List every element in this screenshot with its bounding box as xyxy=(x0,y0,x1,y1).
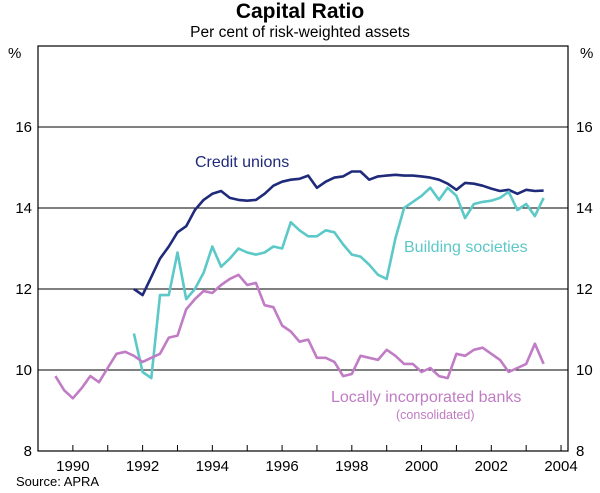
y-tick-left-14: 14 xyxy=(15,200,32,217)
source-note: Source: APRA xyxy=(16,474,100,489)
y-tick-right-14: 14 xyxy=(576,200,593,217)
gridlines xyxy=(38,126,568,371)
y-tick-left-10: 10 xyxy=(15,362,32,379)
x-tick-2004: 2004 xyxy=(544,458,577,475)
y-tick-right-10: 10 xyxy=(576,362,593,379)
y-tick-right-12: 12 xyxy=(576,281,593,298)
series-line-building-societies xyxy=(132,186,545,380)
x-tick-2002: 2002 xyxy=(475,458,508,475)
series-label-credit-unions: Credit unions xyxy=(195,154,289,171)
series-line-credit-unions xyxy=(133,170,544,297)
series-line-locally-incorporated-banks xyxy=(54,273,545,400)
y-tick-right-8: 8 xyxy=(576,443,584,460)
chart-title: Capital Ratio xyxy=(235,0,365,23)
y-axis-unit-left: % xyxy=(8,45,21,62)
series-sublabel-consolidated: (consolidated) xyxy=(396,408,475,422)
chart-subtitle: Per cent of risk-weighted assets xyxy=(190,24,410,41)
series-label-building-societies: Building societies xyxy=(404,239,528,256)
x-tick-1996: 1996 xyxy=(265,458,298,475)
x-tick-1990: 1990 xyxy=(56,458,89,475)
y-axis-unit-right: % xyxy=(580,45,593,62)
series-lines xyxy=(54,170,545,400)
plot-frame xyxy=(37,45,569,452)
y-tick-left-16: 16 xyxy=(15,119,32,136)
axis-ticks: 8 8 10 10 12 12 14 14 16 16 1990 1992 1994 1996 1998 20… xyxy=(15,119,592,475)
series-label-locally-incorporated-banks: Locally incorporated banks xyxy=(331,389,521,406)
x-tick-2000: 2000 xyxy=(405,458,438,475)
x-tick-1994: 1994 xyxy=(196,458,229,475)
y-tick-right-16: 16 xyxy=(576,119,593,136)
x-tick-1998: 1998 xyxy=(335,458,368,475)
x-tick-1992: 1992 xyxy=(126,458,159,475)
y-tick-left-12: 12 xyxy=(15,281,32,298)
series-labels: Credit unions Building societies Locally… xyxy=(195,154,528,422)
y-tick-left-8: 8 xyxy=(24,443,32,460)
